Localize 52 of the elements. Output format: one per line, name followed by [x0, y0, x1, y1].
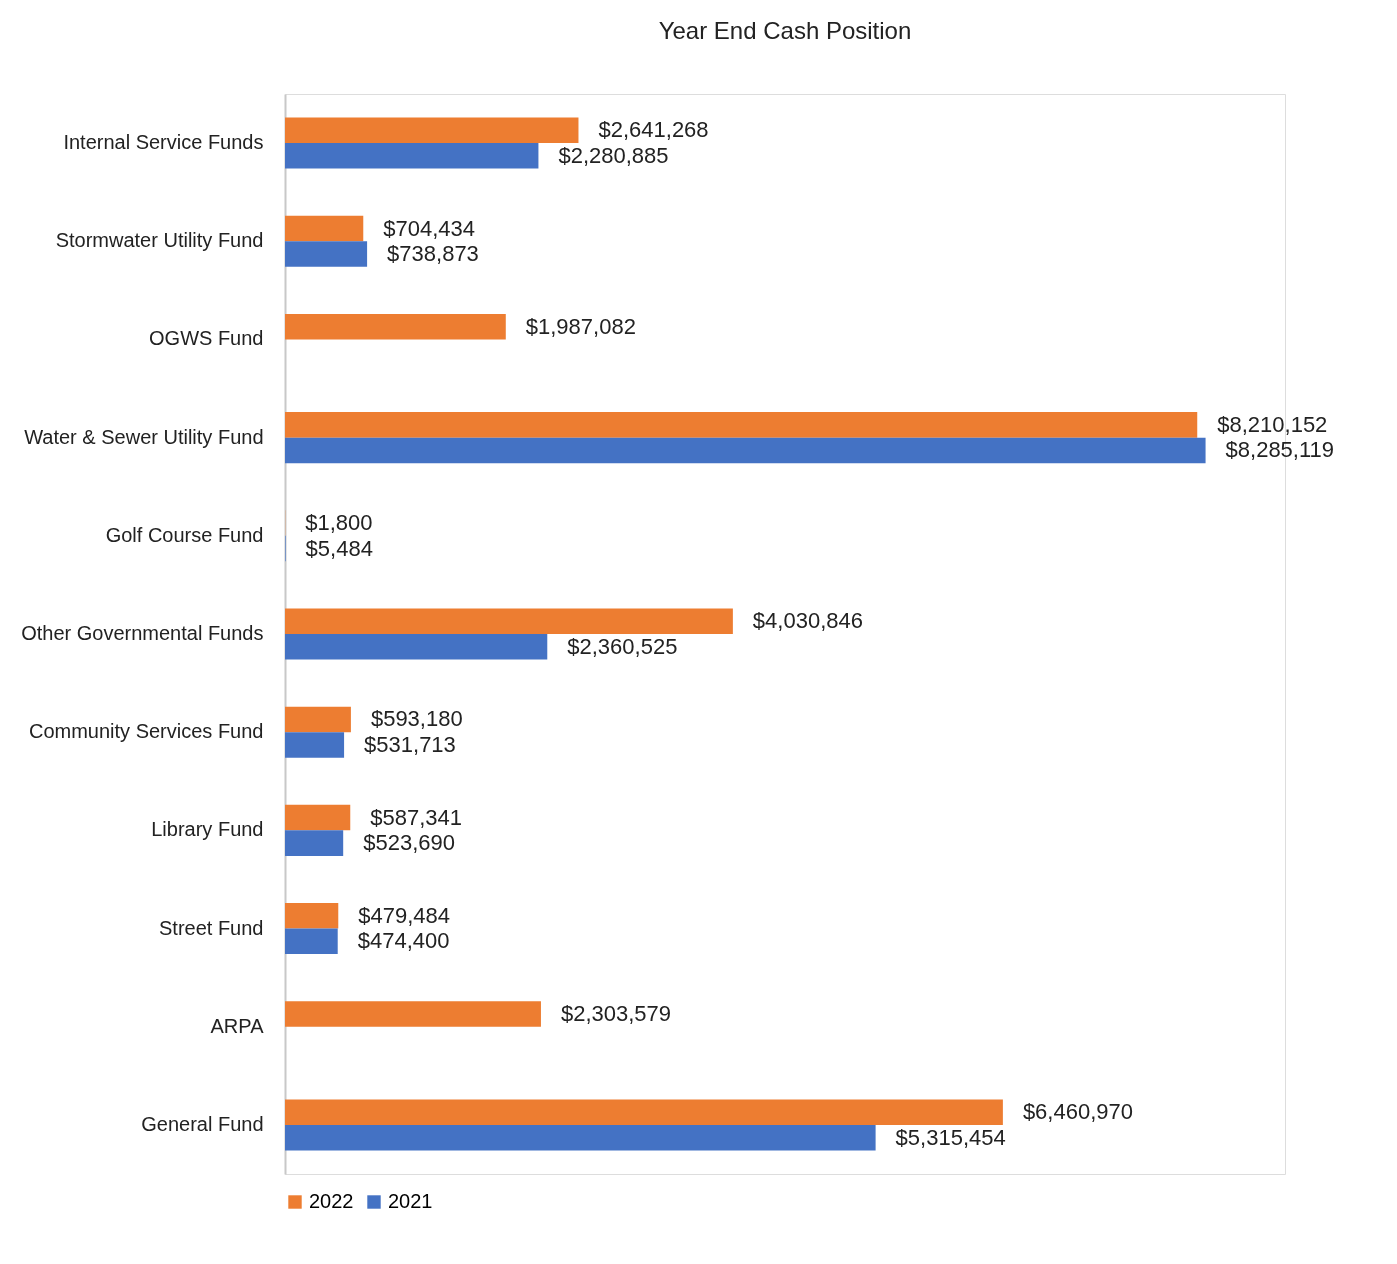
bar [285, 1001, 541, 1027]
bar [285, 117, 579, 144]
bar [285, 608, 733, 634]
bar [285, 1099, 1003, 1125]
data-label: $474,400 [357, 928, 450, 954]
bar [285, 732, 345, 758]
bar [285, 215, 364, 242]
data-label: $5,484 [305, 535, 373, 561]
data-label: $704,434 [383, 215, 476, 241]
y-tick-label: Stormwater Utility Fund [55, 229, 264, 252]
y-tick-label: Library Fund [151, 818, 264, 841]
data-label: $531,713 [364, 731, 456, 757]
bar [285, 437, 1206, 464]
data-label: $8,285,119 [1225, 437, 1335, 463]
data-label: $1,800 [305, 510, 373, 536]
data-label: $5,315,454 [895, 1124, 1006, 1150]
bar [285, 241, 368, 267]
bar [285, 1124, 876, 1151]
y-tick-label: Community Services Fund [28, 720, 264, 743]
data-label: $587,341 [370, 804, 463, 830]
y-tick-label: Internal Service Funds [63, 131, 264, 154]
chart-title: Year End Cash Position [658, 17, 912, 44]
y-tick-label: Street Fund [158, 916, 264, 939]
bar [285, 634, 548, 660]
y-tick-label: Water & Sewer Utility Fund [24, 425, 264, 448]
data-label: $2,641,268 [598, 117, 709, 143]
bar [285, 313, 506, 340]
y-tick-label: OGWS Fund [149, 327, 264, 350]
bar [285, 804, 351, 831]
data-label: $738,873 [387, 241, 479, 267]
bar [285, 412, 1198, 438]
y-tick-label: ARPA [210, 1014, 265, 1037]
data-label: $8,210,152 [1217, 411, 1328, 437]
bar [285, 706, 351, 733]
data-label: $6,460,970 [1022, 1099, 1133, 1125]
data-label: $4,030,846 [752, 608, 863, 634]
data-label: $593,180 [370, 706, 463, 732]
bar [285, 143, 539, 169]
y-tick-label: Golf Course Fund [105, 523, 264, 546]
data-label: $2,280,885 [558, 142, 669, 168]
legend-label: 2021 [388, 1190, 433, 1212]
data-label: $2,303,579 [560, 1000, 672, 1026]
bar [285, 830, 344, 856]
y-tick-label: Other Governmental Funds [21, 622, 264, 644]
data-label: $1,987,082 [525, 313, 636, 339]
data-label: $2,360,525 [567, 633, 678, 659]
data-label: $523,690 [363, 830, 455, 856]
bar [285, 903, 339, 929]
bar [285, 928, 338, 955]
legend-label: 2022 [309, 1190, 354, 1212]
data-label: $479,484 [358, 902, 451, 928]
y-tick-label: General Fund [141, 1112, 264, 1135]
